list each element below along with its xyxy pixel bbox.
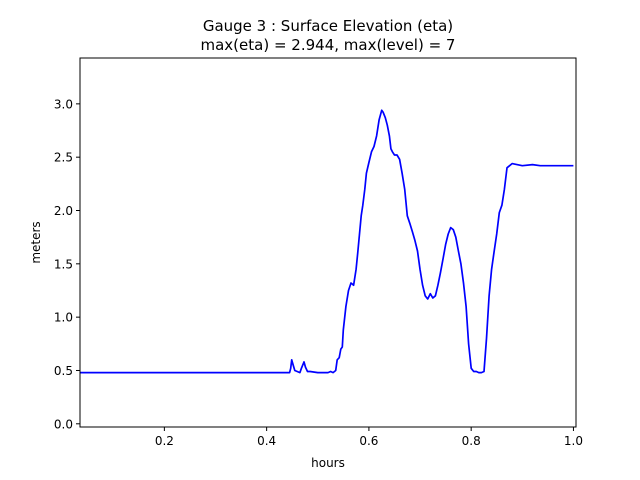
x-axis-label: hours	[311, 456, 345, 470]
y-tick-label: 1.5	[54, 257, 73, 271]
x-tick-label: 0.8	[462, 434, 481, 448]
x-tick-label: 0.6	[359, 434, 378, 448]
chart-title-line1: Gauge 3 : Surface Elevation (eta)	[203, 17, 453, 35]
x-axis: 0.2 0.4 0.6 0.8 1.0	[155, 427, 583, 448]
x-tick-label: 0.2	[155, 434, 174, 448]
y-tick-label: 3.0	[54, 97, 73, 111]
y-tick-label: 0.0	[54, 417, 73, 431]
y-axis-label: meters	[29, 221, 43, 263]
y-tick-label: 2.5	[54, 151, 73, 165]
x-tick-label: 1.0	[564, 434, 583, 448]
y-tick-label: 1.0	[54, 311, 73, 325]
y-tick-label: 0.5	[54, 364, 73, 378]
plot-frame	[79, 57, 577, 428]
y-tick-label: 2.0	[54, 204, 73, 218]
plot-area	[79, 57, 577, 428]
series-line	[80, 109, 574, 374]
y-axis: 0.0 0.5 1.0 1.5 2.0 2.5 3.0	[54, 97, 80, 431]
x-tick-label: 0.4	[257, 434, 276, 448]
chart-title-line2: max(eta) = 2.944, max(level) = 7	[201, 36, 456, 54]
